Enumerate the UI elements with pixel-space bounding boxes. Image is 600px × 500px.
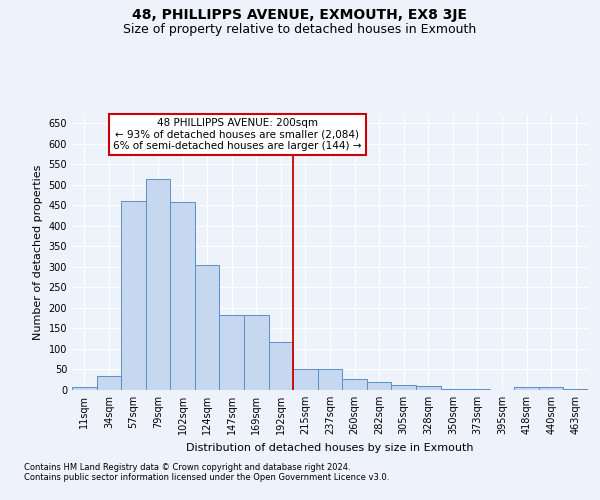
Bar: [244, 316, 269, 390]
Bar: [416, 386, 440, 390]
Text: Contains public sector information licensed under the Open Government Licence v3: Contains public sector information licen…: [24, 474, 389, 482]
Bar: [318, 370, 342, 390]
Bar: [293, 370, 318, 390]
Bar: [195, 265, 220, 390]
Y-axis label: Number of detached properties: Number of detached properties: [33, 165, 43, 340]
Bar: [391, 384, 416, 390]
Bar: [465, 389, 490, 390]
Bar: [514, 387, 539, 390]
Bar: [342, 379, 367, 390]
Text: 48 PHILLIPPS AVENUE: 200sqm
← 93% of detached houses are smaller (2,084)
6% of s: 48 PHILLIPPS AVENUE: 200sqm ← 93% of det…: [113, 118, 361, 151]
Bar: [367, 382, 391, 390]
Text: 48, PHILLIPPS AVENUE, EXMOUTH, EX8 3JE: 48, PHILLIPPS AVENUE, EXMOUTH, EX8 3JE: [133, 8, 467, 22]
Bar: [440, 389, 465, 390]
Text: Contains HM Land Registry data © Crown copyright and database right 2024.: Contains HM Land Registry data © Crown c…: [24, 464, 350, 472]
Bar: [121, 201, 146, 390]
X-axis label: Distribution of detached houses by size in Exmouth: Distribution of detached houses by size …: [186, 442, 474, 452]
Bar: [563, 389, 588, 390]
Bar: [72, 387, 97, 390]
Bar: [269, 342, 293, 390]
Text: Size of property relative to detached houses in Exmouth: Size of property relative to detached ho…: [124, 22, 476, 36]
Bar: [170, 202, 195, 390]
Bar: [97, 376, 121, 390]
Bar: [146, 178, 170, 390]
Bar: [539, 387, 563, 390]
Bar: [220, 316, 244, 390]
